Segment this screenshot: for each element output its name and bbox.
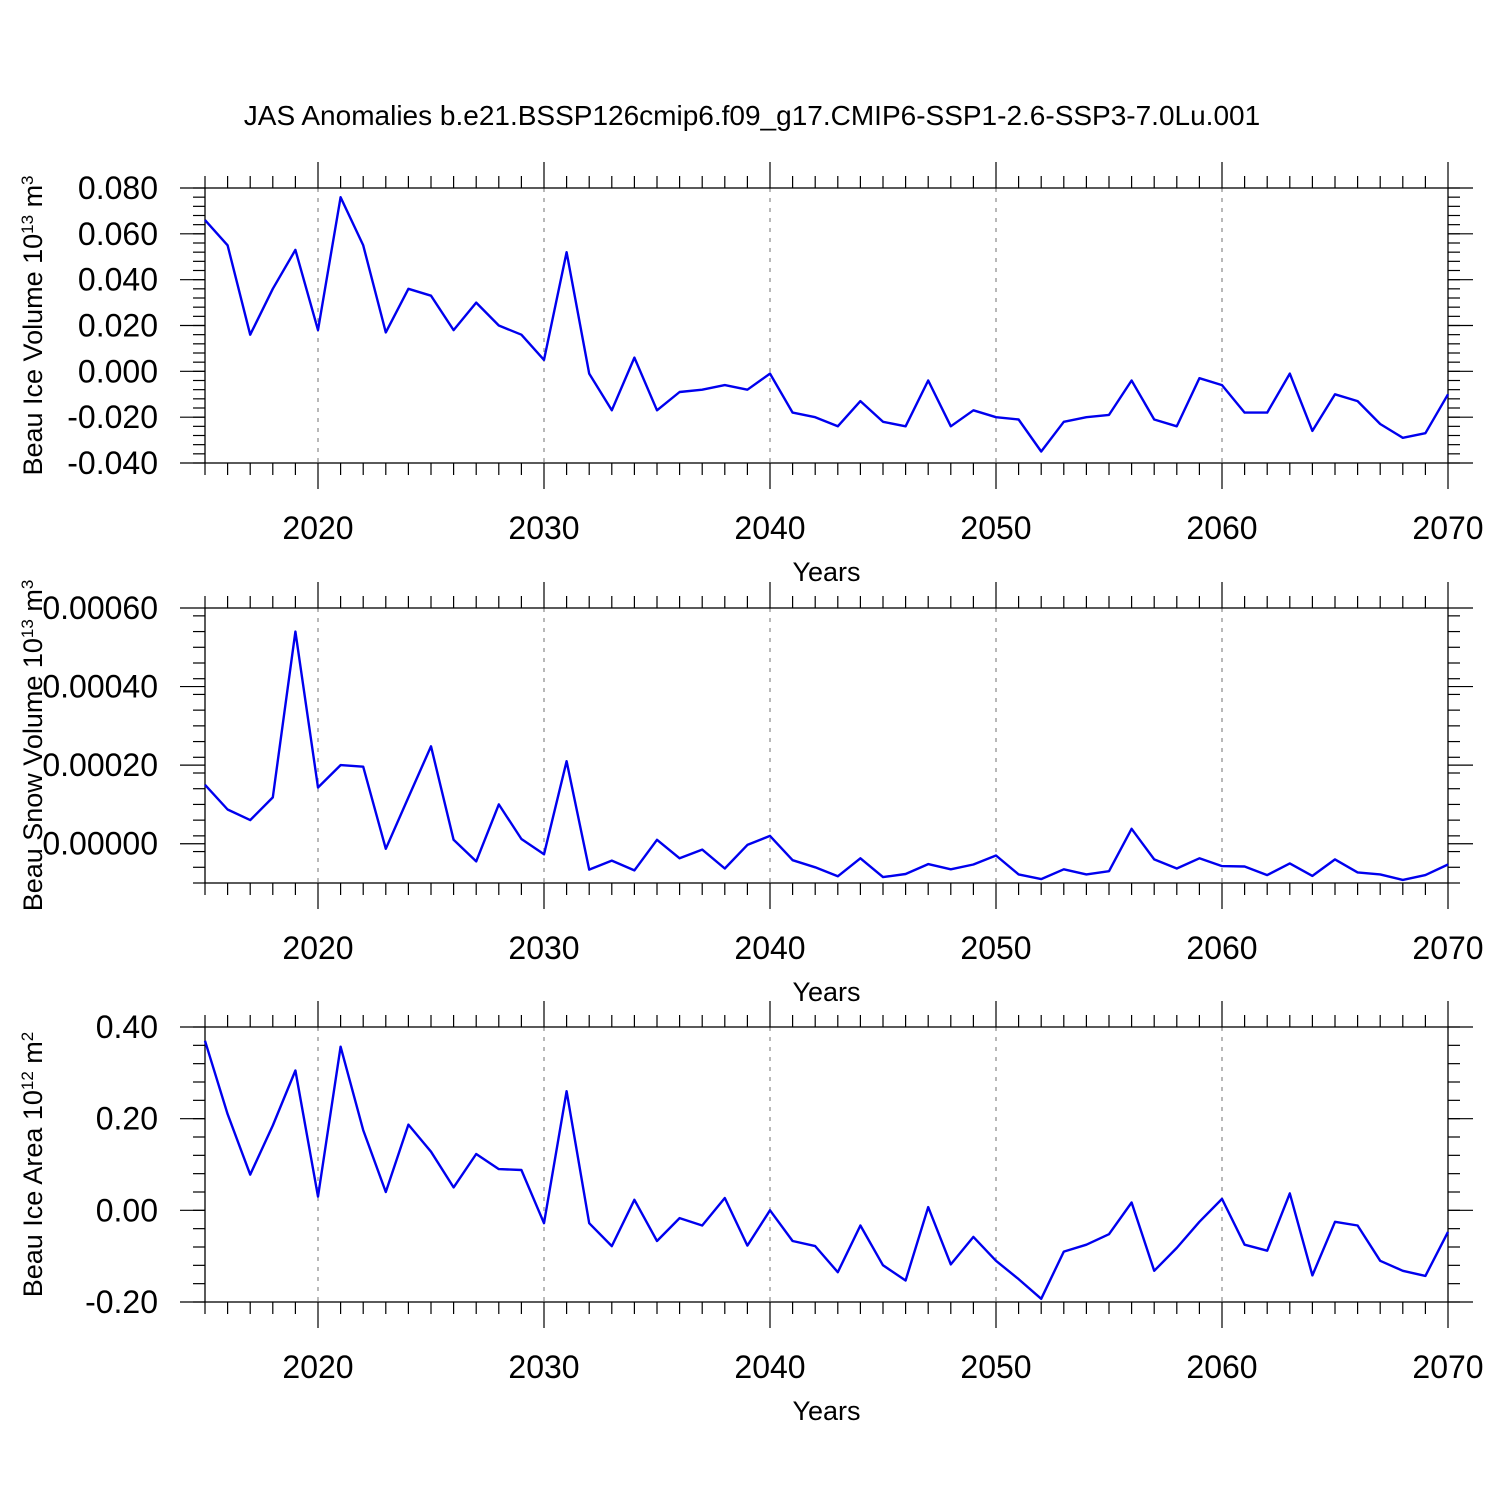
y-tick-label: 0.00060: [42, 590, 158, 626]
y-tick-label: -0.20: [85, 1284, 158, 1320]
y-axis-label: Beau Ice Volume 1013 m3: [18, 175, 48, 475]
series-line: [204, 630, 1449, 882]
x-tick-label: 2030: [508, 930, 579, 966]
x-tick-label: 2020: [282, 1349, 353, 1385]
x-tick-label: 2040: [734, 510, 805, 546]
y-tick-label: 0.040: [78, 262, 158, 298]
x-tick-label: 2060: [1186, 930, 1257, 966]
y-tick-label: 0.060: [78, 216, 158, 252]
x-tick-label: 2040: [734, 930, 805, 966]
x-tick-label: 2050: [960, 930, 1031, 966]
x-tick-label: 2050: [960, 510, 1031, 546]
series-line: [203, 1040, 1450, 1301]
x-tick-label: 2040: [734, 1349, 805, 1385]
y-tick-label: 0.00040: [42, 669, 158, 705]
plot-frame: [204, 607, 1449, 884]
x-tick-label: 2070: [1412, 930, 1483, 966]
y-tick-label: 0.20: [96, 1101, 158, 1137]
x-axis-label: Years: [792, 977, 860, 1007]
y-tick-label: 0.00000: [42, 826, 158, 862]
y-tick-label: 0.40: [96, 1009, 158, 1045]
y-tick-label: 0.00: [96, 1192, 158, 1228]
x-tick-label: 2030: [508, 1349, 579, 1385]
x-tick-label: 2070: [1412, 510, 1483, 546]
series-line: [204, 195, 1450, 453]
x-tick-label: 2060: [1186, 510, 1257, 546]
y-tick-label: 0.000: [78, 353, 158, 389]
x-tick-label: 2060: [1186, 1349, 1257, 1385]
y-tick-label: 0.00020: [42, 747, 158, 783]
x-axis-label: Years: [792, 557, 860, 587]
plot-frame: [204, 187, 1449, 464]
figure-title: JAS Anomalies b.e21.BSSP126cmip6.f09_g17…: [244, 100, 1260, 131]
y-tick-label: -0.040: [67, 445, 158, 481]
x-tick-label: 2050: [960, 1349, 1031, 1385]
plot-frame: [204, 1026, 1449, 1303]
chart-panel-3: -0.20 0.00 0.20 0.40 2020 2030 2040 2050 2060 207…: [18, 1001, 1484, 1426]
y-tick-label: 0.020: [78, 308, 158, 344]
y-axis-label: Beau Snow Volume 1013 m3: [18, 580, 48, 912]
y-axis-label: Beau Ice Area 1012 m2: [18, 1032, 48, 1298]
y-tick-label: -0.020: [67, 399, 158, 435]
chart-panel-2: 0.00000 0.00020 0.00040 0.00060 2020 2030 2040…: [18, 580, 1484, 1007]
chart-panel-1: -0.040 -0.020 0.000 0.020 0.040 0.060 0.080 202…: [18, 162, 1484, 587]
x-tick-label: 2070: [1412, 1349, 1483, 1385]
x-tick-label: 2020: [282, 930, 353, 966]
x-axis-label: Years: [792, 1396, 860, 1426]
x-tick-label: 2020: [282, 510, 353, 546]
x-tick-label: 2030: [508, 510, 579, 546]
panels: -0.040 -0.020 0.000 0.020 0.040 0.060 0.080 202…: [18, 162, 1484, 1426]
y-tick-label: 0.080: [78, 170, 158, 206]
